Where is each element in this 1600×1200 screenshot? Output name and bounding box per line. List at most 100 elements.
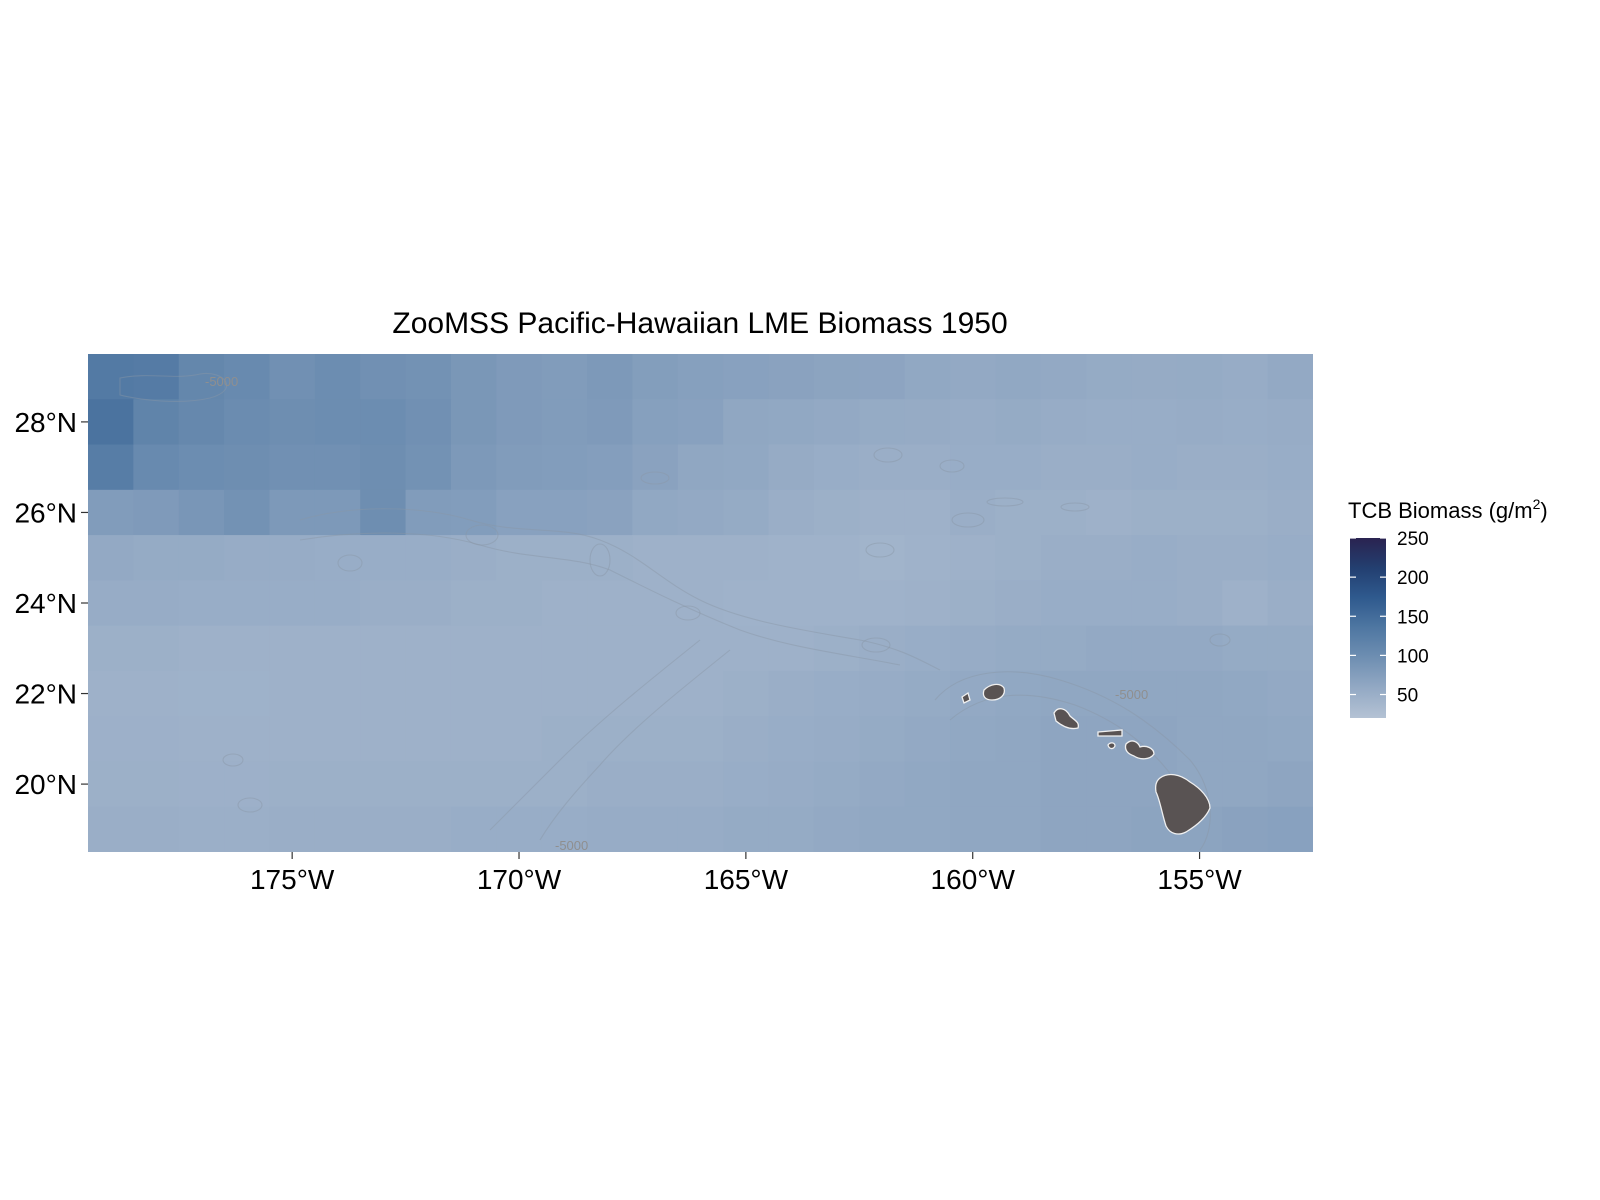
grid-cell [904, 670, 951, 717]
legend-label: 50 [1397, 686, 1418, 707]
grid-cell [133, 670, 180, 717]
x-tick-label: 175°W [250, 864, 335, 895]
grid-cell [813, 670, 860, 717]
grid-cell [224, 399, 271, 446]
grid-cell [677, 670, 724, 717]
grid-cell [950, 535, 997, 581]
grid-cell [1040, 625, 1087, 672]
contour-ring [337, 554, 363, 572]
grid-cell [1267, 399, 1313, 446]
chart-title: ZooMSS Pacific-Hawaiian LME Biomass 1950 [392, 307, 1007, 340]
grid-cell [314, 399, 361, 446]
grid-cell [1086, 354, 1133, 400]
grid-cell [133, 399, 180, 446]
grid-cell [587, 489, 634, 536]
grid-cell [1176, 580, 1223, 627]
grid-cell [587, 806, 634, 852]
grid-cell [995, 444, 1042, 491]
grid-cell [723, 354, 770, 400]
contour-ring [865, 542, 895, 558]
grid-cell [360, 716, 407, 763]
grid-cell [133, 489, 180, 536]
grid-cell [1176, 670, 1223, 717]
grid-cell [813, 354, 860, 400]
grid-cell [541, 399, 588, 446]
island-niihau [961, 691, 971, 704]
island-oahu [1053, 708, 1080, 730]
grid-cell [768, 761, 815, 808]
grid-cell [405, 716, 452, 763]
grid-cell [496, 489, 543, 536]
grid-cell [1086, 625, 1133, 672]
biomass-grid [88, 354, 1313, 852]
grid-cell [450, 489, 497, 536]
grid-cell [723, 444, 770, 491]
grid-cell [405, 761, 452, 808]
grid-cell [995, 580, 1042, 627]
grid-cell [1176, 354, 1223, 400]
legend-label: 150 [1397, 607, 1429, 628]
grid-cell [314, 716, 361, 763]
grid-cell [1086, 444, 1133, 491]
grid-cell [677, 535, 724, 581]
grid-cell [1222, 580, 1269, 627]
grid-cell [813, 716, 860, 763]
grid-cell [405, 489, 452, 536]
grid-cell [1086, 580, 1133, 627]
grid-cell [269, 670, 316, 717]
grid-cell [1267, 535, 1313, 581]
grid-cell [587, 444, 634, 491]
grid-cell [496, 399, 543, 446]
contour-ring [951, 512, 985, 528]
y-tick-label: 24°N [14, 588, 77, 619]
grid-cell [314, 761, 361, 808]
grid-cell [723, 580, 770, 627]
grid-cell [360, 580, 407, 627]
grid-cell [314, 535, 361, 581]
grid-cell [677, 489, 724, 536]
grid-cell [224, 716, 271, 763]
grid-cell [224, 580, 271, 627]
grid-cell [632, 625, 679, 672]
grid-cell [496, 580, 543, 627]
grid-cell [314, 580, 361, 627]
grid-cell [541, 489, 588, 536]
grid-cell [995, 535, 1042, 581]
contour-label: -5000 [555, 838, 588, 853]
contour-line [489, 639, 701, 831]
grid-cell [904, 806, 951, 852]
grid-cell [450, 761, 497, 808]
grid-cell [1131, 489, 1178, 536]
grid-cell [314, 806, 361, 852]
grid-cell [1040, 399, 1087, 446]
contour-ring [986, 497, 1024, 507]
grid-cell [1267, 670, 1313, 717]
legend-label: 250 [1397, 529, 1429, 550]
grid-cell [360, 535, 407, 581]
grid-cell [450, 535, 497, 581]
grid-cell [1222, 399, 1269, 446]
grid-cell [632, 761, 679, 808]
grid-cell [88, 535, 134, 581]
x-tick-label: 165°W [704, 864, 789, 895]
grid-cell [133, 716, 180, 763]
grid-cell [269, 716, 316, 763]
grid-cell [859, 399, 906, 446]
grid-cell [360, 806, 407, 852]
grid-cell [723, 399, 770, 446]
x-axis: 175°W 170°W 165°W 160°W 155°W [250, 852, 1242, 895]
grid-cell [859, 716, 906, 763]
grid-cell [995, 354, 1042, 400]
grid-cell [496, 535, 543, 581]
grid-cell [1131, 670, 1178, 717]
grid-cell [178, 399, 225, 446]
grid-cell [269, 399, 316, 446]
grid-cell [677, 354, 724, 400]
grid-cell [1086, 806, 1133, 852]
grid-cell [723, 761, 770, 808]
grid-cell [224, 625, 271, 672]
grid-cell [405, 354, 452, 400]
grid-cell [178, 670, 225, 717]
grid-cell [496, 761, 543, 808]
